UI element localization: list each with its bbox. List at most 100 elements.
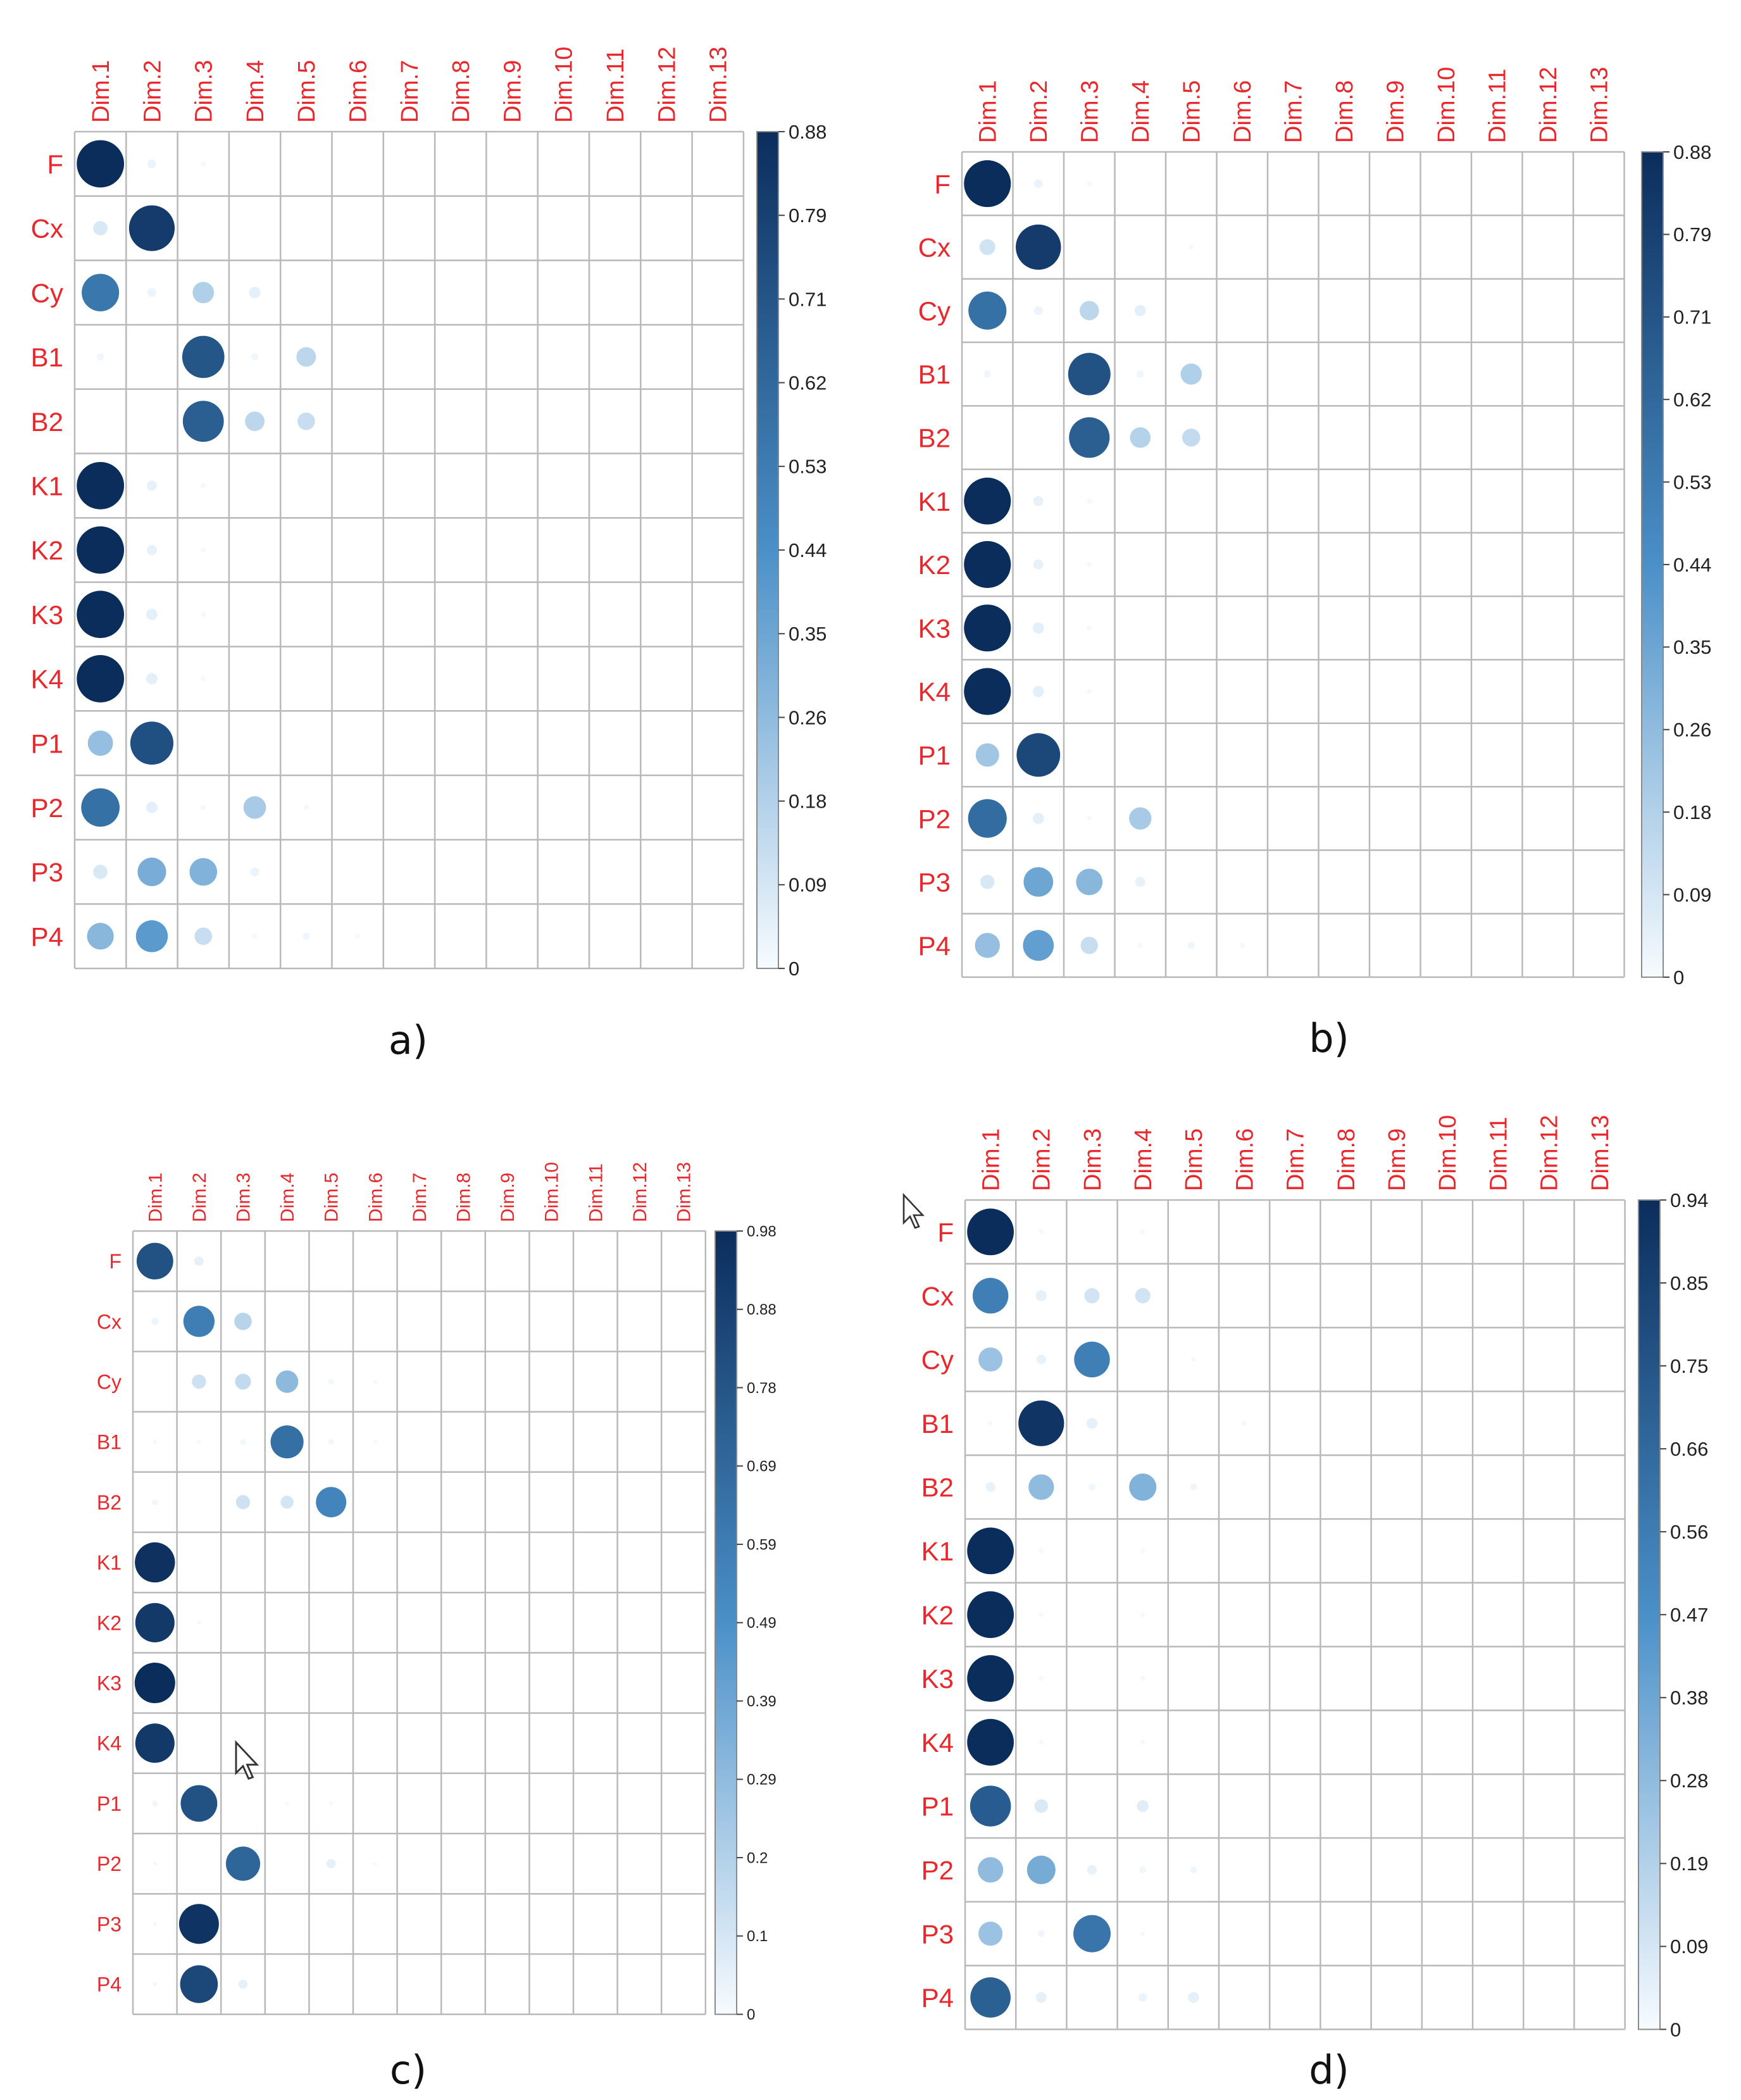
correlation-circle (182, 335, 225, 378)
column-label: Dim.3 (1080, 1128, 1106, 1191)
column-label: Dim.10 (542, 1162, 563, 1222)
correlation-circle (1032, 685, 1044, 697)
column-label: Dim.2 (189, 1173, 210, 1222)
correlation-circle (1187, 942, 1195, 949)
correlation-circle (128, 205, 175, 251)
column-label: Dim.12 (654, 47, 680, 123)
correlation-circle (1032, 813, 1044, 824)
correlation-circle (1140, 1676, 1145, 1681)
row-label: P2 (918, 804, 951, 834)
column-label: Dim.3 (1077, 80, 1104, 143)
correlation-circle (967, 1591, 1014, 1639)
column-label: Dim.8 (1332, 80, 1358, 143)
correlation-circle (197, 1439, 201, 1444)
correlation-circle (153, 1982, 158, 1987)
row-label: Cx (31, 214, 63, 244)
row-label: B2 (921, 1473, 954, 1503)
correlation-circle (1087, 816, 1092, 822)
correlation-circle (1074, 1341, 1110, 1378)
correlation-circle (135, 1723, 175, 1763)
correlation-circle (1134, 304, 1146, 316)
correlation-circle (1129, 807, 1152, 830)
colorbar-tick-label: 0.79 (1673, 223, 1711, 246)
correlation-circle (153, 1439, 158, 1444)
correlation-circle (1087, 689, 1092, 694)
row-label: K1 (31, 471, 63, 501)
row-label: B2 (31, 407, 63, 437)
colorbar-tick-label: 0.56 (1670, 1521, 1708, 1543)
correlation-circle (280, 1496, 294, 1509)
colorbar-tick-label: 0.28 (1670, 1770, 1708, 1792)
correlation-circle (964, 160, 1011, 208)
correlation-circle (979, 239, 995, 255)
correlation-circle (1032, 622, 1044, 634)
correlation-circle (328, 1439, 334, 1445)
correlation-circle (1137, 1800, 1149, 1812)
correlation-circle (252, 934, 258, 939)
correlation-circle (146, 608, 158, 620)
correlation-circle (1018, 1400, 1064, 1446)
correlation-circle (985, 1482, 995, 1492)
column-label: Dim.11 (585, 1163, 606, 1222)
column-label: Dim.5 (294, 60, 320, 123)
correlation-circle (234, 1313, 252, 1330)
column-label: Dim.5 (321, 1173, 342, 1222)
correlation-circle (1188, 1992, 1199, 2003)
correlation-circle (1076, 868, 1103, 896)
correlation-circle (136, 1242, 173, 1280)
panel-a: Dim.1 Dim.2 Dim.3 Dim.4 Dim.5 Dim.6 Dim.7 Dim.8… (31, 47, 827, 1063)
column-label: Dim.13 (706, 47, 732, 123)
row-label: F (934, 169, 951, 199)
correlation-circle (970, 1977, 1011, 2018)
row-label: B2 (918, 423, 951, 453)
correlation-circle (1033, 306, 1043, 315)
correlation-circle (135, 1542, 175, 1583)
correlation-circle (194, 927, 213, 946)
column-label: Dim.9 (497, 1173, 518, 1222)
colorbar-tick-label: 0.98 (747, 1223, 777, 1240)
column-label: Dim.4 (242, 60, 269, 123)
correlation-circle (152, 1800, 158, 1806)
correlation-circle (270, 1425, 304, 1459)
correlation-circle (1189, 244, 1194, 250)
row-label: K4 (921, 1728, 954, 1758)
column-label: Dim.10 (1433, 67, 1460, 143)
correlation-circle (82, 273, 120, 311)
colorbar-tick-label: 0.79 (789, 204, 827, 227)
row-label: F (937, 1218, 954, 1247)
correlation-circle (87, 730, 113, 756)
correlation-circle (146, 545, 157, 556)
correlation-circle (1190, 1484, 1197, 1491)
column-label: Dim.2 (1026, 80, 1052, 143)
column-label: Dim.6 (365, 1173, 386, 1222)
correlation-circle (243, 796, 266, 819)
correlation-circle (285, 1801, 289, 1806)
correlation-grid (132, 1230, 707, 2015)
correlation-circle (328, 1801, 334, 1806)
column-label: Dim.9 (1384, 1128, 1411, 1191)
row-label: K1 (921, 1537, 954, 1566)
row-label: K3 (97, 1672, 122, 1695)
row-label: K3 (921, 1664, 954, 1694)
row-label: P1 (918, 741, 951, 770)
correlation-circle (183, 1306, 215, 1337)
correlation-circle (303, 932, 310, 940)
colorbar-tick-label: 0.85 (1670, 1272, 1708, 1294)
row-label: P2 (97, 1853, 122, 1875)
correlation-circle (296, 347, 316, 367)
correlation-circle (178, 1904, 219, 1944)
column-label: Dim.3 (191, 60, 218, 123)
colorbar (756, 131, 779, 970)
correlation-circle (1084, 1288, 1100, 1304)
correlation-circle (245, 411, 265, 432)
column-label: Dim.4 (277, 1173, 298, 1222)
correlation-circle (1080, 937, 1098, 954)
column-label: Dim.7 (1281, 80, 1307, 143)
row-label: P4 (921, 1983, 954, 2013)
colorbar-tick-label: 0 (789, 958, 799, 980)
colorbar-tick-label: 0.88 (747, 1301, 777, 1318)
colorbar-tick-label: 0.35 (789, 623, 827, 645)
correlation-circle (1135, 877, 1145, 887)
column-label: Dim.7 (1283, 1128, 1309, 1191)
